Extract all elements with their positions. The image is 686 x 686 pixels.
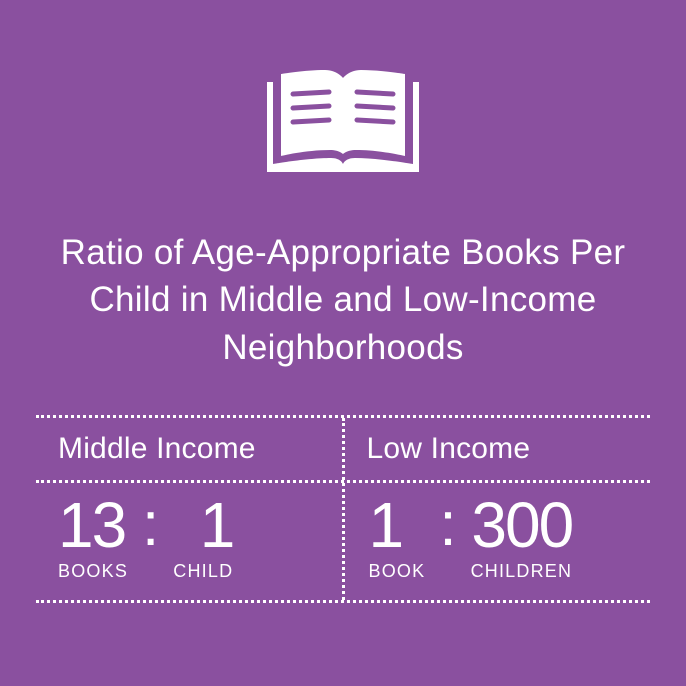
book-icon [267, 60, 419, 185]
infographic-canvas: Ratio of Age-Appropriate Books Per Child… [0, 0, 686, 686]
ratio-right-part: 1 CHILD [173, 493, 243, 582]
infographic-title: Ratio of Age-Appropriate Books Per Child… [36, 229, 650, 371]
ratio-label: CHILDREN [471, 561, 573, 582]
ratio-label: BOOKS [58, 561, 128, 582]
ratio-low-income: 1 BOOK : 300 CHILDREN [345, 483, 651, 600]
ratio-value: 300 [471, 493, 572, 557]
ratio-label: BOOK [369, 561, 426, 582]
ratio-colon: : [439, 494, 456, 580]
table-header-row: Middle Income Low Income [36, 415, 650, 483]
ratio-left-part: 13 BOOKS [58, 493, 128, 582]
header-middle-income: Middle Income [36, 418, 345, 480]
ratio-left-part: 1 BOOK [369, 493, 426, 582]
ratio-label: CHILD [173, 561, 233, 582]
ratio-value: 1 [200, 493, 234, 557]
ratio-value: 13 [58, 493, 125, 557]
ratio-right-part: 300 CHILDREN [471, 493, 573, 582]
ratio-value: 1 [369, 493, 403, 557]
ratio-group: 13 BOOKS : 1 CHILD [58, 493, 330, 582]
ratio-middle-income: 13 BOOKS : 1 CHILD [36, 483, 345, 600]
ratio-table: Middle Income Low Income 13 BOOKS : 1 CH… [36, 415, 650, 603]
table-ratio-row: 13 BOOKS : 1 CHILD 1 BOOK : [36, 483, 650, 603]
ratio-group: 1 BOOK : 300 CHILDREN [367, 493, 639, 582]
ratio-colon: : [142, 494, 159, 580]
header-low-income: Low Income [345, 418, 651, 480]
